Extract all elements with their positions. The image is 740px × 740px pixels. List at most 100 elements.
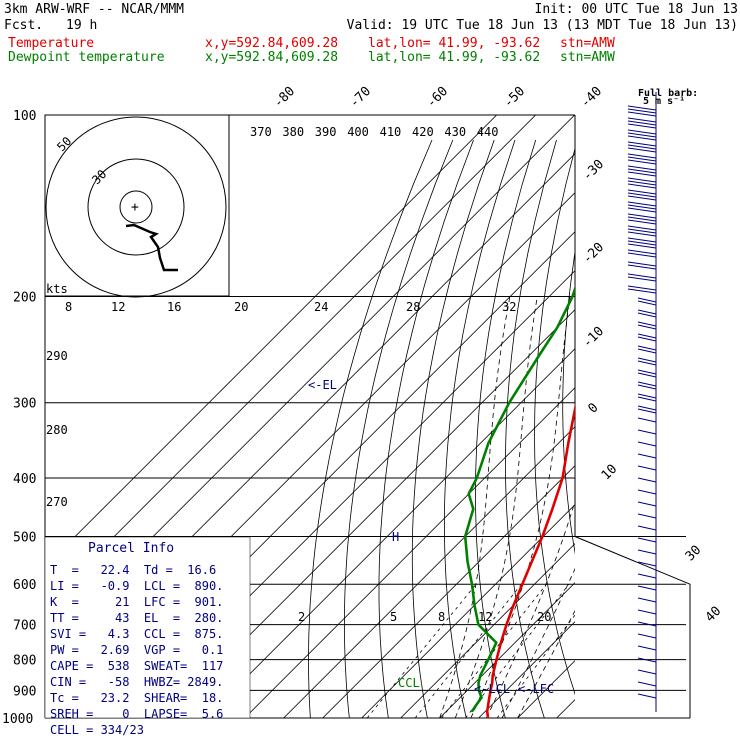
wind-barb <box>637 657 657 663</box>
isotherm <box>283 426 575 718</box>
isotherm <box>322 465 575 718</box>
mixing-ratio-label: 24 <box>314 300 328 314</box>
wind-barb <box>637 621 657 627</box>
temperature-point <box>491 674 494 677</box>
wind-barb <box>637 645 657 651</box>
parcel-row: SVI = 4.3 CCL = 875. <box>50 627 223 641</box>
wind-barb <box>637 681 657 687</box>
wind-barb <box>627 153 657 165</box>
el-marker: <-EL <box>308 378 337 392</box>
temp-xy: x,y=592.84,609.28 <box>205 36 339 51</box>
isotherm <box>166 309 575 718</box>
dewpoint-point <box>471 710 473 713</box>
temperature-point <box>716 173 718 175</box>
wind-barb <box>637 693 657 699</box>
dewpoint-point <box>495 641 498 644</box>
dry-adiabat <box>505 139 557 718</box>
parcel-row: LI = -0.9 LCL = 890. <box>50 579 223 593</box>
parcel-box <box>44 536 251 719</box>
wind-barb <box>637 549 657 555</box>
temperature-point <box>674 220 676 222</box>
isotherm <box>556 699 575 718</box>
pressure-label: 400 <box>13 472 36 487</box>
lfc-marker: <-LFC <box>518 682 554 696</box>
valid-time: Valid: 19 UTC Tue 18 Jun 13 (13 MDT Tue … <box>346 18 738 33</box>
wind-barb <box>627 285 657 294</box>
parcel-row: T = 22.4 Td = 16.6 <box>50 563 216 577</box>
wind-barb <box>637 333 657 342</box>
isotherm-label: -20 <box>580 240 607 267</box>
temperature-point <box>505 623 508 626</box>
temperature-point <box>551 508 554 510</box>
pressure-label: 700 <box>13 619 36 634</box>
mixing-ratio-label: 28 <box>406 300 420 314</box>
dry-adiabat <box>534 146 575 696</box>
dewpoint-point <box>473 604 476 606</box>
parcel-row: CIN = -58 HWBZ= 2849. <box>50 675 223 689</box>
wind-barb <box>637 429 657 435</box>
isotherm <box>45 115 536 607</box>
temperature-point <box>489 689 492 692</box>
temperature-point <box>585 354 587 356</box>
temperature-point <box>487 717 489 718</box>
init-time: Init: 00 UTC Tue 18 Jun 13 <box>534 2 739 17</box>
pressure-label: 500 <box>13 530 36 545</box>
wind-barb <box>637 309 657 318</box>
mixing-ratio-line <box>366 583 477 718</box>
moist-adiabat <box>439 296 511 718</box>
mixing-ratio-label: 2 <box>298 610 305 624</box>
wind-barb <box>637 597 657 603</box>
temperature-point <box>491 682 494 684</box>
theta-e-label: 400 <box>347 125 369 139</box>
wind-barb <box>627 177 657 189</box>
wind-barb <box>627 225 657 237</box>
dew-latlon: lat,lon= 41.99, -93.62 <box>368 50 541 65</box>
wind-barb <box>637 417 657 423</box>
wind-barb <box>637 609 657 615</box>
temperature-point <box>512 604 515 606</box>
moist-adiabat <box>470 296 571 718</box>
dry-adiabat <box>716 140 740 731</box>
h-marker: H <box>392 530 399 544</box>
dry-adiabat <box>692 140 740 731</box>
pressure-label: 1000 <box>2 712 33 727</box>
pressure-label: 900 <box>13 684 36 699</box>
pressure-label: 600 <box>13 578 36 593</box>
temperature-point <box>486 710 489 713</box>
isotherm <box>400 543 575 718</box>
theta-label: 270 <box>46 495 68 509</box>
dewpoint-point <box>479 674 482 677</box>
isotherm-label: -30 <box>580 157 607 184</box>
wind-barb <box>627 165 657 177</box>
mixing-ratio-label: 8 <box>65 300 72 314</box>
mixing-ratio-line <box>414 583 522 718</box>
temp-station: stn=AMW <box>560 36 615 51</box>
mixing-ratio-label: 12 <box>478 610 492 624</box>
dewpoint-point <box>476 477 478 479</box>
dewpoint-point <box>480 696 483 699</box>
legend-dewpoint: Dewpoint temperature <box>8 50 165 65</box>
dewpoint-point <box>487 442 490 444</box>
parcel-title: Parcel Info <box>88 541 174 556</box>
wind-barb <box>637 297 657 306</box>
wind-barb <box>637 513 657 519</box>
theta-e-label: 390 <box>315 125 337 139</box>
wind-barb <box>627 117 657 129</box>
temp-latlon: lat,lon= 41.99, -93.62 <box>368 36 541 51</box>
isotherm <box>439 582 575 718</box>
isotherm-label: -70 <box>347 84 374 111</box>
dewpoint-point <box>477 623 480 626</box>
dry-adiabat <box>308 139 433 718</box>
wind-barb <box>637 381 657 390</box>
wind-barb <box>637 573 657 579</box>
dry-adiabat <box>562 249 575 555</box>
isotherm <box>361 504 575 718</box>
temperature-point <box>567 442 570 444</box>
dewpoint-point <box>464 535 467 538</box>
isotherm-label: -60 <box>424 84 451 111</box>
temperature-point <box>561 477 564 479</box>
wind-barb <box>627 213 657 225</box>
dewpoint-point <box>556 326 559 329</box>
hodograph-ring <box>45 116 227 298</box>
wind-barb <box>637 501 657 507</box>
